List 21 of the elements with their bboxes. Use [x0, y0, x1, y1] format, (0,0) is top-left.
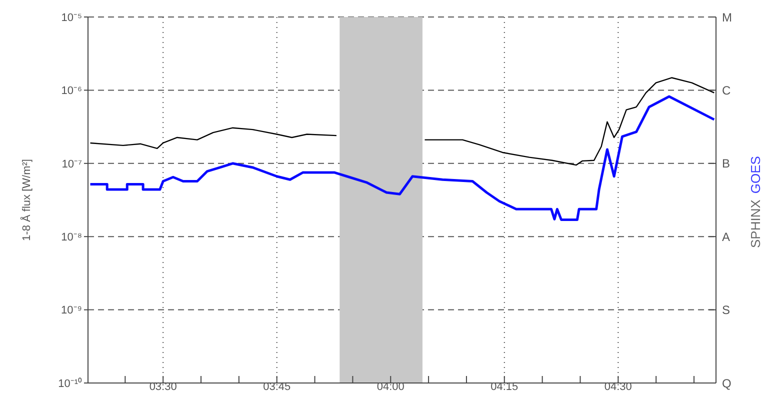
text: SPHINX — [748, 200, 763, 248]
line-series — [89, 95, 716, 221]
x-tick-label: 03:30 — [149, 380, 177, 393]
y-tick-label: 10⁻¹⁰ — [58, 376, 82, 390]
text: S — [722, 303, 730, 318]
y-tick-label: 10⁻⁵ — [61, 12, 82, 24]
text: B — [722, 156, 730, 171]
x-tick-label: 04:15 — [490, 380, 518, 393]
x-tick-label: 04:30 — [604, 380, 632, 393]
y-tick-label: 10⁻⁸ — [61, 232, 82, 244]
y-axis-title: 1-8 Å flux [W/m²] — [20, 159, 33, 241]
text: GOES — [748, 156, 763, 194]
text: M — [722, 10, 732, 24]
text: A — [722, 230, 730, 244]
x-tick-label: 03:45 — [263, 380, 291, 393]
y-tick-label: 10⁻⁶ — [61, 85, 82, 98]
y-tick-label: 10⁻⁷ — [62, 158, 82, 170]
text: Q — [722, 376, 732, 390]
x-tick-label: 04:00 — [376, 380, 404, 393]
text: C — [722, 83, 731, 98]
y-tick-label: 10⁻⁹ — [61, 304, 82, 317]
